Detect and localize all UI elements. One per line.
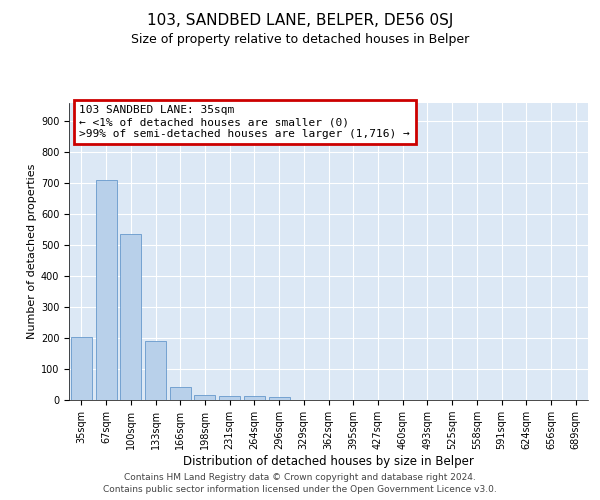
Y-axis label: Number of detached properties: Number of detached properties bbox=[26, 164, 37, 339]
Bar bbox=[269, 397, 290, 400]
Text: 103 SANDBED LANE: 35sqm
← <1% of detached houses are smaller (0)
>99% of semi-de: 103 SANDBED LANE: 35sqm ← <1% of detache… bbox=[79, 106, 410, 138]
X-axis label: Distribution of detached houses by size in Belper: Distribution of detached houses by size … bbox=[183, 455, 474, 468]
Bar bbox=[120, 234, 141, 400]
Bar bbox=[145, 340, 166, 400]
Text: Contains HM Land Registry data © Crown copyright and database right 2024.
Contai: Contains HM Land Registry data © Crown c… bbox=[103, 472, 497, 494]
Text: Size of property relative to detached houses in Belper: Size of property relative to detached ho… bbox=[131, 32, 469, 46]
Bar bbox=[95, 180, 116, 400]
Bar bbox=[244, 396, 265, 400]
Bar bbox=[219, 396, 240, 400]
Bar bbox=[170, 387, 191, 400]
Bar bbox=[194, 394, 215, 400]
Text: 103, SANDBED LANE, BELPER, DE56 0SJ: 103, SANDBED LANE, BELPER, DE56 0SJ bbox=[147, 12, 453, 28]
Bar bbox=[71, 337, 92, 400]
